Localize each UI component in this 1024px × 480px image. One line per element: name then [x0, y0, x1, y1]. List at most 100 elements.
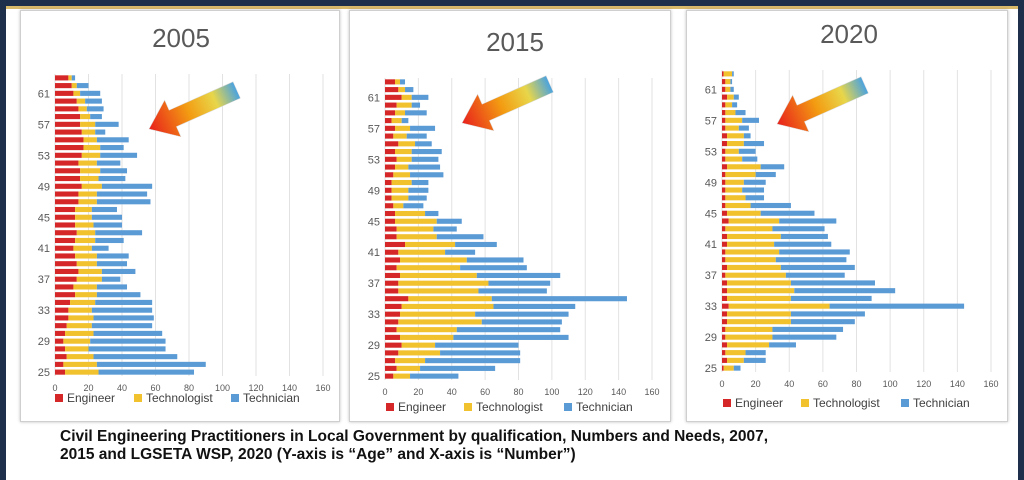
- bar-segment-technologist: [725, 110, 736, 116]
- bar-segment-engineer: [385, 249, 399, 255]
- bar-segment-engineer: [722, 117, 726, 123]
- bar-segment-technician: [401, 118, 409, 124]
- bar-segment-technologist: [725, 117, 743, 123]
- bar-segment-engineer: [722, 295, 728, 301]
- bar-segment-engineer: [722, 233, 728, 240]
- bar-segment-technician: [408, 164, 441, 170]
- bar-segment-engineer: [385, 296, 409, 302]
- bar-segment-technician: [779, 218, 837, 224]
- bar-segment-technician: [93, 222, 122, 228]
- bar-segment-engineer: [385, 319, 399, 325]
- bar-segment-technologist: [83, 137, 97, 143]
- bar-segment-engineer: [722, 226, 726, 232]
- bar-segment-technologist: [725, 179, 744, 185]
- legend-label-technologist: Technologist: [476, 400, 543, 414]
- bar-segment-technician: [733, 365, 741, 371]
- bar-segment-engineer: [722, 218, 729, 224]
- y-tick-label: 57: [705, 115, 717, 127]
- bar-segment-technician: [460, 265, 527, 271]
- bar-segment-engineer: [385, 210, 396, 217]
- y-tick-label: 41: [38, 243, 50, 255]
- bar-segment-technologist: [727, 295, 791, 301]
- bar-segment-technologist: [80, 121, 96, 127]
- bar-segment-technician: [436, 234, 484, 240]
- bar-segment-engineer: [385, 141, 399, 147]
- bar-segment-engineer: [385, 342, 402, 348]
- top-border-bar: [0, 0, 1024, 6]
- chart-title: 2015: [486, 27, 544, 57]
- bar-segment-technician: [455, 241, 497, 248]
- bar-segment-technologist: [727, 311, 791, 317]
- bar-segment-engineer: [722, 195, 726, 201]
- x-tick-label: 40: [447, 387, 457, 397]
- bar-segment-engineer: [722, 311, 728, 317]
- y-tick-label: 37: [38, 274, 50, 286]
- bar-segment-technician: [96, 199, 151, 205]
- bar-segment-engineer: [385, 195, 392, 201]
- bar-segment-technician: [98, 175, 126, 182]
- bar-segment-technologist: [727, 319, 791, 325]
- bar-segment-technician: [88, 346, 166, 352]
- bar-segment-technician: [405, 110, 427, 116]
- bar-segment-technologist: [395, 358, 426, 364]
- bar-segment-technologist: [73, 284, 97, 290]
- bar-segment-technologist: [78, 160, 97, 166]
- bar-segment-engineer: [722, 110, 726, 116]
- gradient-arrow-icon: [148, 81, 241, 138]
- bar-segment-technologist: [398, 350, 441, 356]
- bar-segment-technologist: [401, 94, 412, 100]
- bar-segment-technician: [790, 319, 855, 325]
- bar-segment-engineer: [722, 164, 728, 170]
- x-tick-label: 60: [818, 379, 828, 389]
- legend-swatch-technician: [564, 403, 572, 411]
- x-tick-label: 60: [150, 383, 160, 393]
- bar-segment-technologist: [401, 303, 494, 309]
- bar-segment-engineer: [722, 272, 726, 278]
- bar-segment-technologist: [400, 311, 476, 317]
- bar-segment-technician: [95, 230, 143, 236]
- bar-segment-engineer: [55, 145, 84, 151]
- bar-segment-engineer: [55, 338, 64, 344]
- bar-segment-technologist: [727, 280, 791, 286]
- x-tick-label: 120: [248, 383, 263, 393]
- bar-segment-engineer: [55, 307, 69, 313]
- legend-label-engineer: Engineer: [735, 396, 783, 410]
- bar-segment-engineer: [55, 106, 79, 112]
- bar-segment-technologist: [728, 218, 780, 224]
- y-tick-label: 29: [38, 336, 50, 348]
- bar-segment-technician: [95, 237, 124, 244]
- bar-segment-technician: [436, 218, 462, 224]
- bar-segment-technician: [406, 133, 427, 139]
- bar-segment-engineer: [55, 330, 66, 336]
- bar-segment-engineer: [722, 357, 728, 363]
- y-tick-label: 45: [368, 216, 380, 228]
- bar-segment-technician: [101, 183, 153, 189]
- bar-segment-engineer: [385, 365, 397, 371]
- bar-segment-technologist: [396, 265, 461, 271]
- x-tick-label: 120: [916, 379, 931, 389]
- legend-swatch-technician: [901, 399, 909, 407]
- bar-segment-technician: [453, 334, 569, 340]
- bar-segment-technologist: [81, 129, 96, 135]
- bar-segment-technician: [96, 137, 129, 143]
- bar-segment-technician: [775, 257, 847, 263]
- x-tick-label: 0: [719, 379, 724, 389]
- bar-segment-technologist: [725, 86, 731, 92]
- bar-segment-technologist: [80, 175, 99, 182]
- chart-panel-2020: 2020 25 29 33 37 41 45 49 53 57 61 0 20 40 60 80 100 120 1…: [686, 10, 1008, 422]
- bar-segment-engineer: [722, 319, 728, 325]
- chart-title: 2005: [152, 23, 210, 53]
- bar-segment-engineer: [722, 156, 726, 162]
- bar-segment-technician: [785, 272, 845, 278]
- bar-segment-engineer: [385, 218, 396, 224]
- chart-panel-2015: 2015 25 29 33 37 41 45 49 53 57 61 0 20 40 60 80 100 120 1…: [349, 10, 671, 422]
- bar-segment-technician: [98, 369, 195, 375]
- bar-segment-technician: [96, 284, 128, 290]
- bar-segment-technician: [415, 141, 432, 147]
- bar-segment-technician: [71, 75, 76, 81]
- bar-segment-engineer: [385, 203, 394, 209]
- bar-segment-engineer: [385, 303, 402, 309]
- bar-segment-technician: [491, 296, 627, 302]
- bar-segment-technologist: [727, 288, 795, 294]
